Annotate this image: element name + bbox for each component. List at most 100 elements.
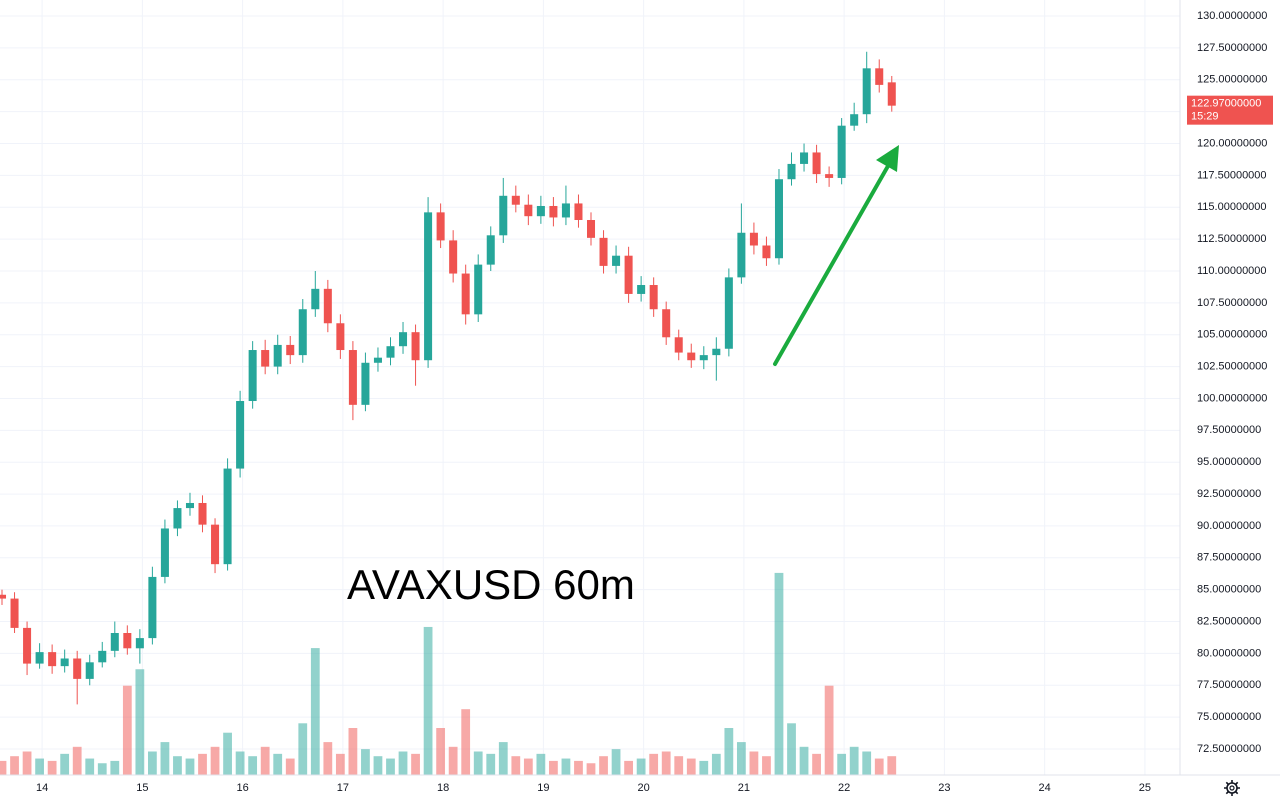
volume-bar [10, 756, 19, 775]
y-tick-label: 110.00000000 [1197, 265, 1267, 277]
last-price-label: 122.97000000 [1191, 98, 1261, 110]
candle-body [248, 350, 257, 402]
candle-body [110, 633, 119, 651]
candle-body [624, 255, 633, 294]
volume-bar [724, 728, 734, 775]
volume-bar [812, 753, 821, 775]
x-tick-label: 20 [638, 782, 650, 794]
volume-bar [586, 763, 596, 775]
y-tick-label: 120.00000000 [1197, 137, 1267, 149]
settings-gear-teeth[interactable] [1224, 780, 1240, 796]
x-tick-label: 14 [36, 782, 48, 794]
candle-body [273, 344, 282, 367]
candle-body [561, 203, 570, 218]
time-axis [0, 775, 1280, 803]
candle-body [286, 344, 295, 356]
settings-gear-hub[interactable] [1229, 785, 1235, 791]
volume-bar [862, 751, 872, 775]
y-tick-label: 77.50000000 [1197, 679, 1261, 691]
volume-bar [97, 763, 107, 775]
arrow-head [876, 145, 899, 172]
volume-bar [749, 751, 759, 775]
volume-bar [285, 758, 295, 775]
volume-bar [373, 756, 383, 775]
volume-bar [298, 723, 308, 775]
volume-bar [661, 751, 671, 775]
candle-body [737, 232, 746, 278]
y-tick-label: 112.50000000 [1197, 233, 1267, 245]
volume-bar [762, 756, 771, 775]
y-tick-label: 85.00000000 [1197, 584, 1261, 596]
volume-bar [335, 753, 345, 775]
volume-bar [47, 760, 57, 775]
candle-body [73, 658, 82, 679]
candle-body [10, 598, 19, 628]
candle-body [261, 350, 270, 367]
volume-bar [85, 758, 95, 775]
settings-button[interactable] [1224, 780, 1240, 796]
candle-body [424, 212, 433, 361]
candle-body [211, 524, 220, 565]
candle-body [449, 240, 458, 274]
candle-body [887, 82, 896, 106]
candle-body [762, 245, 771, 259]
volume-bar [799, 746, 809, 775]
volume-bar [686, 758, 696, 775]
y-tick-label: 102.50000000 [1197, 361, 1267, 373]
candle-body [123, 633, 132, 649]
candle-body [348, 350, 357, 405]
candle-body [674, 337, 683, 353]
volume-bar [423, 626, 433, 775]
volume-bar [411, 753, 420, 775]
candle-body [399, 332, 408, 347]
candle-body [373, 357, 382, 363]
volume-bar [498, 742, 508, 775]
y-tick-label: 107.50000000 [1197, 297, 1267, 309]
volume-bar [874, 758, 884, 775]
volume-bar [436, 728, 446, 775]
volume-bar [473, 751, 483, 775]
arrow-shaft [773, 164, 890, 366]
volume-bar [561, 758, 571, 775]
volume-bar [611, 749, 621, 775]
volume-bar [711, 753, 721, 775]
y-tick-label: 75.00000000 [1197, 711, 1261, 723]
volume-bar [0, 760, 7, 775]
volume-bar [348, 728, 358, 775]
countdown-label: 15:29 [1191, 111, 1219, 123]
volume-bar [699, 760, 709, 775]
volume-bar [599, 756, 608, 775]
candle-body [436, 212, 445, 241]
y-tick-label: 72.50000000 [1197, 743, 1261, 755]
volume-bar [148, 751, 157, 775]
candle-body [599, 237, 608, 266]
volume-bar [398, 751, 408, 775]
candle-body [699, 355, 708, 361]
candle-body [837, 125, 846, 178]
candle-body [612, 255, 621, 266]
volume-bar [323, 742, 333, 775]
symbol-annotation: AVAXUSD 60m [347, 561, 635, 608]
y-tick-label: 127.50000000 [1197, 42, 1267, 54]
candle-body [586, 220, 596, 238]
candle-body [712, 348, 721, 356]
volume-bar [35, 758, 44, 775]
candle-body [549, 205, 558, 218]
candle-body [812, 152, 821, 175]
volume-bar [849, 746, 859, 775]
volume-bar [674, 756, 684, 775]
volume-bar [310, 648, 320, 775]
trend-arrow [773, 145, 899, 366]
candle-body [524, 204, 533, 217]
candle-body [160, 528, 169, 577]
candle-body [98, 650, 107, 663]
volume-bar [361, 749, 370, 775]
volume-bar [22, 751, 32, 775]
y-tick-label: 90.00000000 [1197, 520, 1261, 532]
candle-body [574, 203, 583, 221]
volume-bar [774, 572, 784, 775]
candle-body [223, 468, 232, 565]
x-tick-label: 21 [738, 782, 750, 794]
